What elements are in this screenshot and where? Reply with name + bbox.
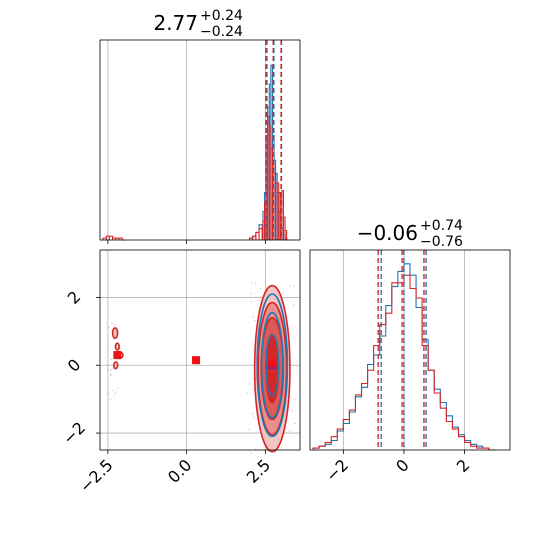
truth-marker-2 xyxy=(192,356,201,365)
x-tick-label-1: 0 xyxy=(392,455,413,476)
blue-contour-2 xyxy=(265,333,280,397)
scatter-point xyxy=(111,322,113,325)
scatter-point xyxy=(294,422,297,425)
scatter-point xyxy=(289,285,292,287)
scatter-point xyxy=(112,389,114,392)
red-secondary-contour-3 xyxy=(113,361,119,370)
marginal-histogram-param-1 xyxy=(99,39,301,244)
scatter-point xyxy=(110,358,113,361)
scatter-point xyxy=(250,452,253,454)
scatter-point xyxy=(248,383,251,385)
panel-title-value-2: −0.06 xyxy=(357,221,418,245)
scatter-point xyxy=(107,369,110,372)
red-secondary-contour-0 xyxy=(111,327,119,339)
panel-c-frame xyxy=(309,249,511,451)
scatter-point xyxy=(108,392,110,395)
scatter-point xyxy=(258,300,260,302)
histogram-series-red xyxy=(102,115,289,241)
panel-a-frame xyxy=(99,39,301,241)
scatter-point xyxy=(292,304,295,306)
red-secondary-contour-2 xyxy=(114,342,121,351)
scatter-point xyxy=(113,324,116,327)
scatter-point xyxy=(246,392,249,395)
scatter-point xyxy=(293,285,296,287)
joint-contour-plot: −2.5 0.0 2.5 −2 0 2 xyxy=(59,249,301,496)
scatter-point xyxy=(107,336,109,339)
x-tick-label-2: 2.5 xyxy=(243,455,274,486)
scatter-point xyxy=(259,287,262,289)
scatter-point xyxy=(117,387,119,389)
scatter-point xyxy=(255,447,257,449)
scatter-point xyxy=(250,301,252,303)
y-tick-label-2: 2 xyxy=(64,287,85,308)
x-tick-label-0: −2 xyxy=(322,455,352,485)
panel-title-value-0: 2.77 xyxy=(153,11,198,35)
x-tick-label-2: 2 xyxy=(453,455,474,476)
scatter-point xyxy=(252,412,254,415)
x-tick-label-1: 0.0 xyxy=(164,455,195,486)
panel-title-plus-2: +0.74 xyxy=(420,218,463,234)
scatter-point xyxy=(109,373,112,376)
scatter-point xyxy=(108,326,110,329)
x-tick-label-0: −2.5 xyxy=(76,455,117,496)
scatter-point xyxy=(288,430,291,432)
y-tick-label-1: 0 xyxy=(64,355,85,376)
scatter-point xyxy=(254,319,256,322)
truth-marker-1 xyxy=(268,359,277,368)
scatter-point xyxy=(250,281,253,283)
histogram-series-blue xyxy=(312,263,495,451)
panel-title-minus-2: −0.76 xyxy=(420,234,463,250)
scatter-point xyxy=(274,451,276,454)
scatter-point xyxy=(110,369,113,371)
scatter-point xyxy=(113,394,115,396)
panel-title-plus-0: +0.24 xyxy=(200,8,243,24)
scatter-point xyxy=(107,349,110,352)
y-tick-label-0: −2 xyxy=(59,418,89,448)
scatter-point xyxy=(114,391,117,393)
scatter-point xyxy=(252,377,254,380)
marginal-histogram-param-2: −2 0 2 xyxy=(309,249,511,486)
blue-contour-0 xyxy=(256,293,289,438)
scatter-point xyxy=(247,428,250,431)
scatter-point xyxy=(294,398,297,401)
truth-marker-3 xyxy=(113,351,122,360)
panel-title-minus-0: −0.24 xyxy=(200,24,243,40)
scatter-point xyxy=(250,292,252,295)
scatter-point xyxy=(291,409,294,411)
panel-titles: 2.77 +0.24−0.24 −0.06 +0.74−0.76 xyxy=(153,8,463,250)
blue-contour-1 xyxy=(260,311,284,419)
panel-b-frame xyxy=(99,249,301,451)
scatter-point xyxy=(109,398,111,400)
scatter-point xyxy=(252,316,255,318)
scatter-point xyxy=(254,282,257,284)
scatter-point xyxy=(253,416,255,419)
